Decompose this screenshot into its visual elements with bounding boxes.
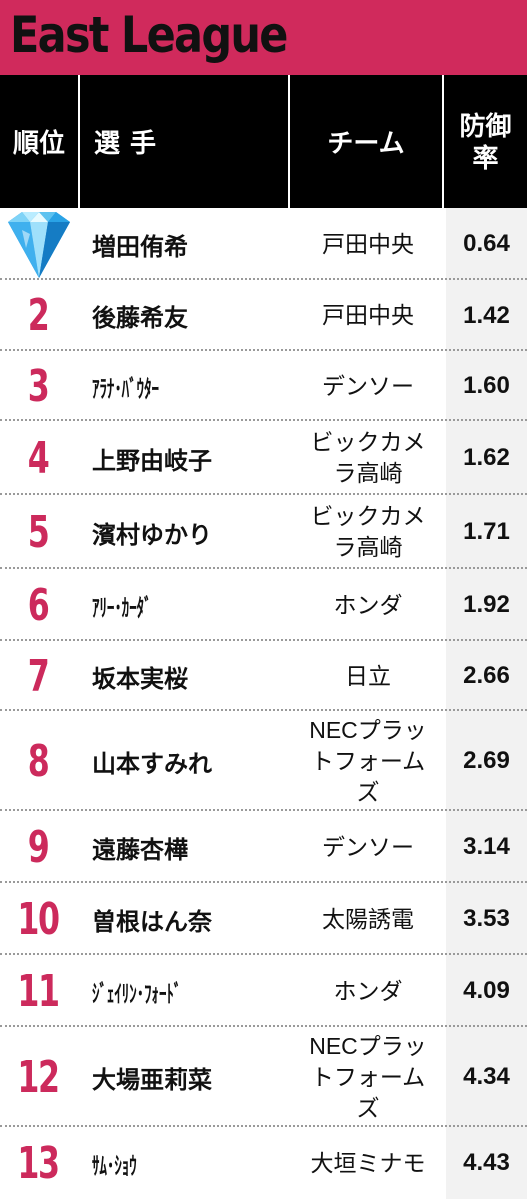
header-era-label: 防御率 xyxy=(460,110,512,174)
player-name: 大場亜莉菜 xyxy=(92,1027,302,1127)
rank-number: 6 xyxy=(11,569,66,641)
table-row: 13 ｻﾑ･ｼｮｳ 大垣ミナモ 4.43 xyxy=(0,1127,527,1199)
era-value: 4.43 xyxy=(446,1127,527,1199)
player-name: 増田侑希 xyxy=(92,208,302,280)
era-value: 3.53 xyxy=(446,883,527,955)
era-value: 4.34 xyxy=(446,1027,527,1127)
table-row: 2 後藤希友 戸田中央 1.42 xyxy=(0,280,527,351)
player-name: 後藤希友 xyxy=(92,280,302,351)
rank-number: 4 xyxy=(11,421,66,495)
team-name: 戸田中央 xyxy=(292,280,444,351)
rank-number: 5 xyxy=(11,495,66,569)
team-name: NECプラットフォームズ xyxy=(292,1027,444,1127)
table-row: 8 山本すみれ NECプラットフォームズ 2.69 xyxy=(0,711,527,811)
player-name: 坂本実桜 xyxy=(92,641,302,711)
rank-number: 8 xyxy=(11,711,66,811)
table-row: 3 ｱﾗﾅ･ﾊﾞｳﾀｰ デンソー 1.60 xyxy=(0,351,527,421)
era-value: 2.66 xyxy=(446,641,527,711)
table-row: 4 上野由岐子 ビックカメラ高崎 1.62 xyxy=(0,421,527,495)
team-name: 太陽誘電 xyxy=(292,883,444,955)
era-value: 1.92 xyxy=(446,569,527,641)
table-row: 10 曽根はん奈 太陽誘電 3.53 xyxy=(0,883,527,955)
diamond-icon xyxy=(0,208,78,280)
player-name: ｻﾑ･ｼｮｳ xyxy=(92,1127,222,1199)
era-value: 2.69 xyxy=(446,711,527,811)
rank-number: 12 xyxy=(11,1027,66,1127)
team-name: 大垣ミナモ xyxy=(292,1127,444,1199)
rank-number: 11 xyxy=(11,955,66,1027)
team-name: ホンダ xyxy=(292,569,444,641)
team-name: デンソー xyxy=(292,811,444,883)
table-header: 順位 選手 チーム 防御率 xyxy=(0,75,527,208)
player-name: 濱村ゆかり xyxy=(92,495,302,569)
rank-number: 9 xyxy=(11,811,66,883)
rank-number: 13 xyxy=(11,1127,66,1199)
player-name: ｼﾞｪｲﾘﾝ･ﾌｫｰﾄﾞ xyxy=(92,955,222,1027)
player-name: ｱﾗﾅ･ﾊﾞｳﾀｰ xyxy=(92,351,222,421)
rank-number: 7 xyxy=(11,641,66,711)
header-rank: 順位 xyxy=(0,75,78,208)
player-name: ｱﾘｰ･ｶｰﾀﾞ xyxy=(92,569,222,641)
player-name: 山本すみれ xyxy=(92,711,302,811)
team-name: 日立 xyxy=(292,641,444,711)
team-name: 戸田中央 xyxy=(292,208,444,280)
header-team: チーム xyxy=(290,75,442,208)
era-value: 3.14 xyxy=(446,811,527,883)
header-era: 防御率 xyxy=(444,75,527,208)
era-value: 4.09 xyxy=(446,955,527,1027)
league-title: East League xyxy=(10,6,287,64)
table-row: 11 ｼﾞｪｲﾘﾝ･ﾌｫｰﾄﾞ ホンダ 4.09 xyxy=(0,955,527,1027)
table-row: 12 大場亜莉菜 NECプラットフォームズ 4.34 xyxy=(0,1027,527,1127)
era-value: 1.60 xyxy=(446,351,527,421)
team-name: NECプラットフォームズ xyxy=(292,711,444,811)
rank-number: 3 xyxy=(11,351,66,421)
table-row: 5 濱村ゆかり ビックカメラ高崎 1.71 xyxy=(0,495,527,569)
team-name: デンソー xyxy=(292,351,444,421)
rank-number: 2 xyxy=(11,280,66,351)
era-value: 0.64 xyxy=(446,208,527,280)
player-name: 上野由岐子 xyxy=(92,421,302,495)
table-row: 6 ｱﾘｰ･ｶｰﾀﾞ ホンダ 1.92 xyxy=(0,569,527,641)
team-name: ビックカメラ高崎 xyxy=(292,495,444,569)
player-name: 曽根はん奈 xyxy=(92,883,302,955)
table-row: 9 遠藤杏樺 デンソー 3.14 xyxy=(0,811,527,883)
title-bar: East League xyxy=(0,0,527,75)
team-name: ホンダ xyxy=(292,955,444,1027)
table-row: 7 坂本実桜 日立 2.66 xyxy=(0,641,527,711)
era-value: 1.71 xyxy=(446,495,527,569)
header-player: 選手 xyxy=(80,75,288,208)
team-name: ビックカメラ高崎 xyxy=(292,421,444,495)
table-row: 増田侑希 戸田中央 0.64 xyxy=(0,208,527,280)
era-value: 1.62 xyxy=(446,421,527,495)
player-name: 遠藤杏樺 xyxy=(92,811,302,883)
era-value: 1.42 xyxy=(446,280,527,351)
rank-number: 10 xyxy=(11,883,66,955)
